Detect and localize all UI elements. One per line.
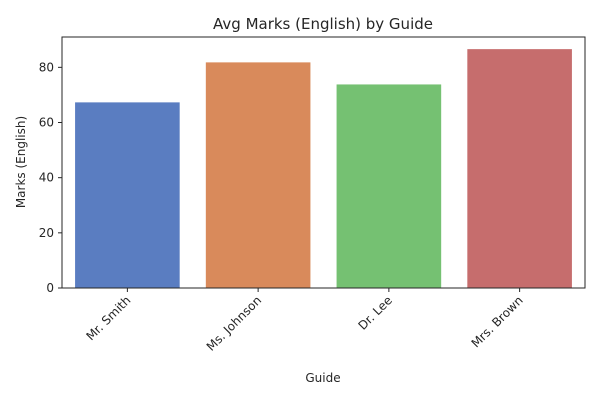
chart-title: Avg Marks (English) by Guide <box>213 15 433 33</box>
y-tick-label: 0 <box>46 281 54 295</box>
bar-2 <box>336 84 442 288</box>
bars-group <box>75 49 572 289</box>
y-axis-ticks: 0 20 40 60 80 <box>39 60 62 295</box>
x-tick-label: Dr. Lee <box>355 293 395 333</box>
y-tick-label: 80 <box>39 60 54 74</box>
y-tick-label: 40 <box>39 171 54 185</box>
plot-frame <box>61 36 586 289</box>
y-tick-label: 20 <box>39 226 54 240</box>
x-tick-label: Mr. Smith <box>83 293 133 343</box>
x-axis-label: Guide <box>305 371 340 385</box>
bar-3 <box>467 49 572 289</box>
bar-0 <box>75 102 180 288</box>
x-tick-label: Ms. Johnson <box>204 293 264 353</box>
y-tick-label: 60 <box>39 116 54 130</box>
bar-1 <box>205 62 311 288</box>
x-axis-ticks: Mr. Smith Ms. Johnson Dr. Lee Mrs. Brown <box>83 288 526 354</box>
x-tick-label: Mrs. Brown <box>469 293 526 350</box>
y-axis-label: Marks (English) <box>14 116 28 208</box>
